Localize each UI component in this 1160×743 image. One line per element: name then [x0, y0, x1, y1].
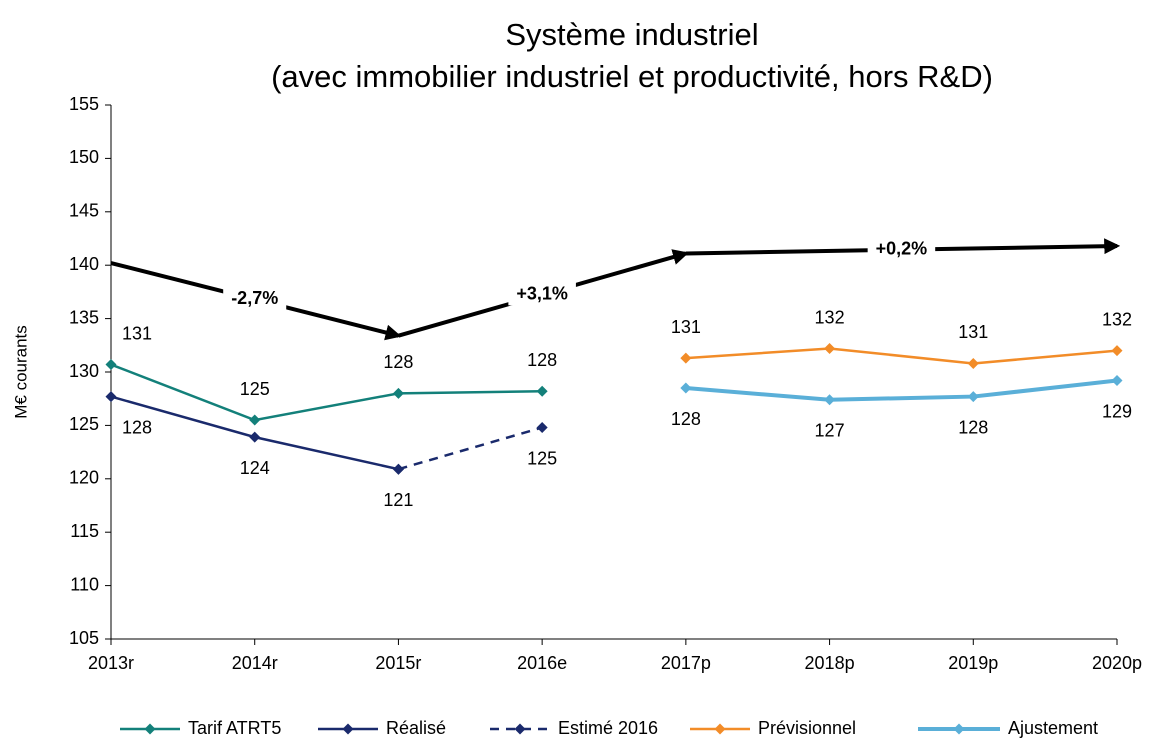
y-tick-label: 150	[69, 147, 99, 167]
point-marker	[824, 394, 836, 406]
x-tick-label: 2019p	[948, 653, 998, 673]
data-label: 124	[240, 458, 270, 478]
point-marker	[105, 391, 117, 403]
data-label: 128	[671, 409, 701, 429]
data-label: 125	[240, 379, 270, 399]
data-label: 132	[1102, 309, 1132, 329]
y-tick-label: 125	[69, 414, 99, 434]
data-label: 128	[958, 417, 988, 437]
data-label: 132	[815, 307, 845, 327]
legend-label: Réalisé	[386, 718, 446, 738]
legend-label: Prévisionnel	[758, 718, 856, 738]
series-line	[685, 378, 1118, 402]
x-tick-label: 2020p	[1092, 653, 1142, 673]
point-marker	[967, 391, 979, 403]
trend-label: +0,2%	[876, 238, 928, 258]
data-label: 131	[122, 323, 152, 343]
trend-label-bg	[223, 286, 287, 311]
legend-marker	[953, 723, 965, 735]
point-marker	[536, 422, 548, 434]
series-line	[685, 347, 1118, 365]
y-axis-label: M€ courants	[11, 325, 30, 419]
point-marker	[536, 385, 548, 397]
legend-marker	[514, 723, 526, 735]
chart-title: Système industriel	[505, 17, 758, 52]
y-tick-label: 110	[70, 574, 99, 594]
y-tick-label: 145	[69, 201, 99, 221]
data-label: 131	[671, 317, 701, 337]
legend-marker	[714, 723, 726, 735]
point-marker	[249, 431, 261, 443]
x-tick-label: 2017p	[661, 653, 711, 673]
point-marker	[1111, 345, 1123, 357]
y-tick-label: 120	[69, 468, 99, 488]
point-marker	[105, 359, 117, 371]
point-marker	[967, 357, 979, 369]
trend-label: +3,1%	[516, 283, 568, 303]
y-tick-label: 130	[69, 361, 99, 381]
data-label: 131	[958, 322, 988, 342]
data-label: 121	[383, 490, 413, 510]
x-tick-label: 2014r	[232, 653, 278, 673]
y-tick-label: 115	[70, 521, 99, 541]
point-marker	[392, 463, 404, 475]
point-marker	[249, 414, 261, 426]
legend-label: Tarif ATRT5	[188, 718, 281, 738]
x-tick-label: 2015r	[375, 653, 421, 673]
data-label: 127	[815, 421, 845, 441]
trend-label: -2,7%	[231, 288, 278, 308]
data-label: 129	[1102, 401, 1132, 421]
legend-label: Estimé 2016	[558, 718, 658, 738]
data-label: 128	[527, 350, 557, 370]
trend-label-bg	[508, 281, 576, 306]
point-marker	[1111, 375, 1123, 387]
point-marker	[680, 382, 692, 394]
x-tick-label: 2018p	[805, 653, 855, 673]
y-tick-label: 105	[69, 628, 99, 648]
x-tick-label: 2016e	[517, 653, 567, 673]
data-label: 128	[383, 352, 413, 372]
data-label: 128	[122, 417, 152, 437]
point-marker	[680, 352, 692, 364]
y-tick-label: 155	[69, 94, 99, 114]
series-line	[110, 363, 543, 422]
series-line	[398, 426, 543, 471]
chart-subtitle: (avec immobilier industriel et productiv…	[271, 59, 993, 94]
legend-marker	[342, 723, 354, 735]
point-marker	[824, 343, 836, 355]
y-tick-label: 135	[69, 307, 99, 327]
point-marker	[392, 387, 404, 399]
legend-label: Ajustement	[1008, 718, 1098, 738]
legend-marker	[144, 723, 156, 735]
y-tick-label: 140	[69, 254, 99, 274]
data-label: 125	[527, 448, 557, 468]
x-tick-label: 2013r	[88, 653, 134, 673]
trend-label-bg	[867, 236, 936, 261]
